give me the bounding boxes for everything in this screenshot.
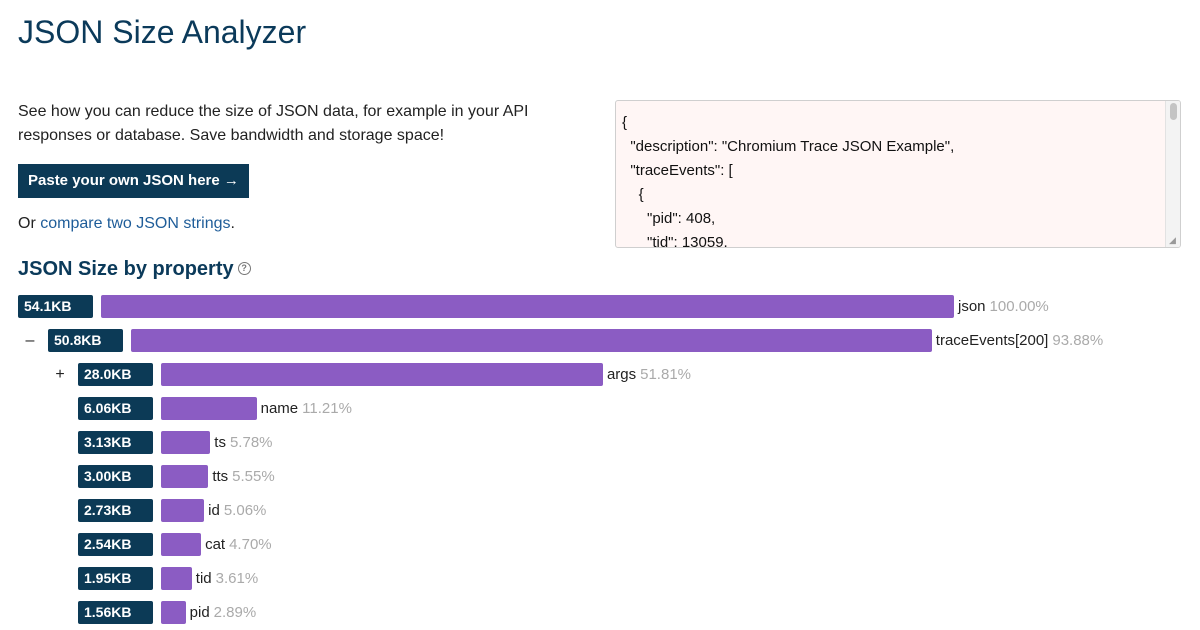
property-name: pid <box>189 604 210 621</box>
editor-scrollbar-thumb[interactable] <box>1170 103 1177 120</box>
size-badge: 28.0KB <box>78 363 153 386</box>
property-name: id <box>208 502 220 519</box>
size-badge: 3.00KB <box>78 465 153 488</box>
section-title-text: JSON Size by property <box>18 258 234 280</box>
size-badge: 2.73KB <box>78 499 153 522</box>
property-percent: 51.81% <box>640 366 691 383</box>
size-badge: 3.13KB <box>78 431 153 454</box>
property-label: pid 2.89% <box>190 601 257 625</box>
resize-handle-icon[interactable]: ◢ <box>1169 235 1176 245</box>
size-bar <box>161 601 186 624</box>
property-percent: 4.70% <box>229 536 272 553</box>
expand-toggle[interactable]: + <box>55 366 65 383</box>
size-bar <box>131 329 932 352</box>
size-badge: 50.8KB <box>48 329 123 352</box>
property-name: tts <box>212 468 229 485</box>
size-bar <box>101 295 954 318</box>
property-label: id 5.06% <box>208 499 266 523</box>
help-icon[interactable]: ? <box>237 262 251 276</box>
size-bar <box>161 431 211 454</box>
size-bar <box>161 533 202 556</box>
property-label: tts 5.55% <box>212 465 274 489</box>
size-badge: 2.54KB <box>78 533 153 556</box>
property-label: args 51.81% <box>607 363 691 387</box>
size-bar <box>161 499 205 522</box>
property-percent: 2.89% <box>213 604 257 621</box>
compare-suffix: . <box>230 215 235 232</box>
property-percent: 100.00% <box>989 298 1049 315</box>
property-percent: 93.88% <box>1052 332 1104 349</box>
collapse-toggle[interactable]: – <box>25 332 35 349</box>
property-name: json <box>958 298 986 315</box>
page-title: JSON Size Analyzer <box>18 14 307 50</box>
property-percent: 5.78% <box>229 434 273 451</box>
size-badge: 54.1KB <box>18 295 93 318</box>
intro-text: See how you can reduce the size of JSON … <box>18 103 529 144</box>
json-editor[interactable]: { "description": "Chromium Trace JSON Ex… <box>615 100 1181 248</box>
compare-json-link[interactable]: compare two JSON strings <box>40 215 231 232</box>
property-percent: 3.61% <box>215 570 259 587</box>
size-bar <box>161 567 192 590</box>
property-percent: 5.06% <box>223 502 267 519</box>
size-bar <box>161 397 257 420</box>
size-badge: 1.95KB <box>78 567 153 590</box>
editor-scrollbar[interactable] <box>1165 101 1180 247</box>
section-title: JSON Size by property? <box>18 258 251 281</box>
property-label: cat 4.70% <box>205 533 272 557</box>
size-bar <box>161 363 603 386</box>
property-label: traceEvents[200] 93.88% <box>936 329 1103 353</box>
property-label: tid 3.61% <box>196 567 258 591</box>
property-label: ts 5.78% <box>214 431 272 455</box>
property-label: name 11.21% <box>261 397 352 421</box>
paste-json-button[interactable]: Paste your own JSON here → <box>18 164 249 198</box>
size-badge: 6.06KB <box>78 397 153 420</box>
property-percent: 11.21% <box>302 400 352 417</box>
property-name: tid <box>195 570 212 587</box>
property-name: name <box>260 400 299 417</box>
size-badge: 1.56KB <box>78 601 153 624</box>
compare-prefix: Or <box>18 215 41 232</box>
property-percent: 5.55% <box>232 468 275 485</box>
property-label: json 100.00% <box>958 295 1049 319</box>
property-name: cat <box>205 536 226 553</box>
compare-line: Or compare two JSON strings. <box>18 215 235 233</box>
property-name: traceEvents[200] <box>935 332 1049 349</box>
size-bar <box>161 465 209 488</box>
json-editor-content[interactable]: { "description": "Chromium Trace JSON Ex… <box>622 114 955 248</box>
property-name: ts <box>214 434 226 451</box>
property-name: args <box>606 366 637 383</box>
